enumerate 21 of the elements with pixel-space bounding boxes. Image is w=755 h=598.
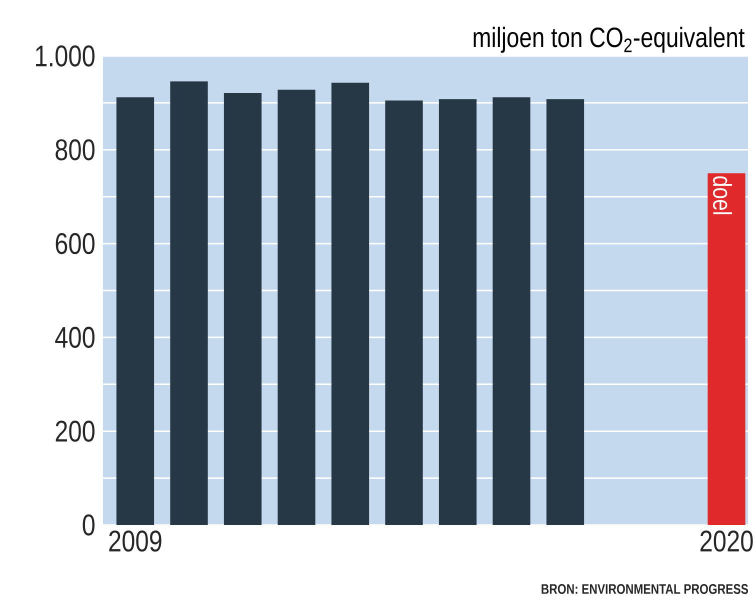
bar (492, 97, 530, 525)
x-tick-label: 2020 (700, 530, 753, 552)
y-tick-label: 200 (56, 420, 95, 442)
bar (546, 99, 584, 525)
y-tick-label: 1.000 (36, 45, 95, 67)
y-tick-label: 600 (56, 233, 95, 254)
y-axis-title: miljoen ton CO$_{2}$-equivalent (474, 26, 745, 53)
text: BRON: ENVIRONMENTAL PROGRESS (542, 584, 748, 594)
bar (224, 93, 262, 525)
bar (170, 81, 208, 525)
bar (385, 100, 423, 525)
x-tick-label: 2009 (109, 530, 162, 552)
annotation: doel (713, 176, 732, 214)
y-tick-label: 800 (56, 139, 95, 160)
bar (438, 99, 477, 525)
bar (116, 97, 154, 525)
bar (708, 173, 746, 525)
bar (331, 82, 370, 525)
bar (278, 90, 316, 525)
y-tick-label: 400 (55, 326, 95, 348)
y-tick-label: 0 (82, 514, 95, 536)
